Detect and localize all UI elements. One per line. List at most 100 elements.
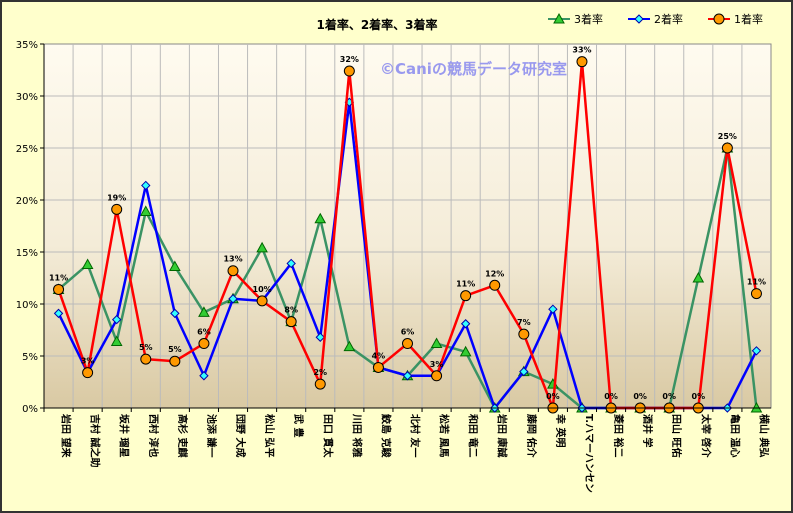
x-tick-label: 岩田 望来 <box>60 413 73 458</box>
data-labels: 11% 3% 19% 5% 5% 6% 13% 10% 8% 2% 32% 4% 6% 3% 11% 12% 7… <box>49 46 766 401</box>
data-point <box>519 366 529 377</box>
data-point <box>314 378 326 390</box>
data-point <box>53 283 65 295</box>
data-point <box>460 319 471 329</box>
data-label: 0% <box>604 392 618 401</box>
data-label: 6% <box>401 328 415 337</box>
data-point <box>430 337 443 349</box>
x-tick-label: 西村 淳也 <box>147 414 160 457</box>
data-point <box>256 295 268 307</box>
legend-entry: 1着率 <box>708 12 763 26</box>
data-point <box>111 314 122 325</box>
data-label: 33% <box>572 46 591 55</box>
watermark: ©Caniの競馬データ研究室 <box>380 60 567 78</box>
data-point <box>431 370 443 382</box>
data-point <box>459 345 472 357</box>
data-point <box>713 13 725 25</box>
data-point <box>170 308 180 319</box>
data-point <box>548 304 558 314</box>
x-tick-label: 和田 竜二 <box>467 413 480 457</box>
x-tick-label: 吉村 誠之助 <box>89 414 102 467</box>
data-label: 2% <box>313 368 327 377</box>
x-tick-label: 川田 将雅 <box>350 413 363 457</box>
legend-label: 3着率 <box>574 12 603 26</box>
x-tick-label: 団野 大成 <box>234 414 247 457</box>
legend-entry: 3着率 <box>548 12 603 26</box>
y-tick-label: 5% <box>22 352 38 363</box>
data-point <box>489 279 501 291</box>
data-label: 13% <box>223 255 242 264</box>
data-label: 0% <box>633 392 647 401</box>
data-point <box>140 353 152 365</box>
data-point <box>111 203 123 215</box>
data-label: 11% <box>49 273 68 282</box>
x-tick-label: 鮫島 克駿 <box>379 414 392 458</box>
data-point <box>228 294 238 304</box>
x-tick-label: 岩田 康誠 <box>496 413 509 457</box>
data-label: 32% <box>340 55 359 64</box>
data-point <box>372 361 384 373</box>
axes: 0% 5% 10% 15% 20% 25% 30% 35% 岩田 望来 吉村 誠之助 坂井 瑠星 西村… <box>16 40 771 493</box>
data-point <box>110 335 123 346</box>
data-label: 6% <box>197 328 211 337</box>
data-label: 4% <box>372 351 386 360</box>
data-point <box>256 241 268 253</box>
data-label: 0% <box>692 392 706 401</box>
x-tick-label: 田山 旺佑 <box>670 414 683 457</box>
data-point <box>553 12 565 24</box>
legend-label: 2着率 <box>654 12 683 26</box>
data-point <box>314 212 327 224</box>
data-point <box>169 260 181 272</box>
data-point <box>82 367 94 379</box>
data-point <box>343 65 355 77</box>
x-tick-label: 藤岡 佑介 <box>525 414 538 458</box>
data-label: 8% <box>284 306 298 315</box>
data-label: 11% <box>747 278 766 287</box>
data-label: 3% <box>81 357 95 366</box>
data-label: 25% <box>718 132 737 141</box>
data-point <box>751 346 762 356</box>
y-tick-label: 35% <box>16 40 38 51</box>
data-point <box>460 290 472 302</box>
data-label: 3% <box>430 360 444 369</box>
data-point <box>402 371 413 381</box>
x-tick-label: T.ハマーハンセン <box>583 414 595 493</box>
x-tick-label: 高杉 吏麒 <box>176 414 189 457</box>
gridlines <box>44 44 771 408</box>
data-point <box>634 14 644 24</box>
data-label: 11% <box>456 280 475 289</box>
data-point <box>286 258 296 269</box>
y-tick-label: 10% <box>16 300 38 311</box>
data-point <box>721 142 733 154</box>
data-point <box>81 258 94 269</box>
x-tick-label: 酒井 学 <box>641 414 654 447</box>
x-tick-label: 田口 貫太 <box>321 414 334 458</box>
x-tick-label: 池添 謙一 <box>205 414 218 457</box>
data-label: 5% <box>168 345 182 354</box>
x-tick-label: 北村 友一 <box>409 414 422 457</box>
y-tick-label: 15% <box>16 248 38 259</box>
chart-title: 1着率、2着率、3着率 <box>316 17 437 32</box>
data-point <box>750 288 762 300</box>
x-tick-label: 松若 風馬 <box>438 414 451 457</box>
data-point <box>692 271 705 283</box>
data-point <box>199 371 209 381</box>
data-label: 12% <box>485 269 504 278</box>
x-tick-label: 太宰 啓介 <box>699 413 712 458</box>
data-point <box>285 316 297 328</box>
data-point <box>402 338 413 350</box>
data-point <box>169 355 181 367</box>
data-point <box>141 180 151 191</box>
data-point <box>53 308 64 319</box>
data-point <box>227 265 239 277</box>
x-tick-label: 武 豊 <box>292 414 305 437</box>
x-tick-label: 坂井 瑠星 <box>118 414 131 457</box>
data-point <box>198 338 210 350</box>
data-point <box>576 56 588 68</box>
legend: 3着率 2着率 1着率 <box>548 12 763 26</box>
y-tick-label: 20% <box>16 196 38 207</box>
data-point <box>315 332 325 342</box>
x-tick-label: 亀田 温心 <box>728 414 741 457</box>
data-label: 19% <box>107 193 126 202</box>
